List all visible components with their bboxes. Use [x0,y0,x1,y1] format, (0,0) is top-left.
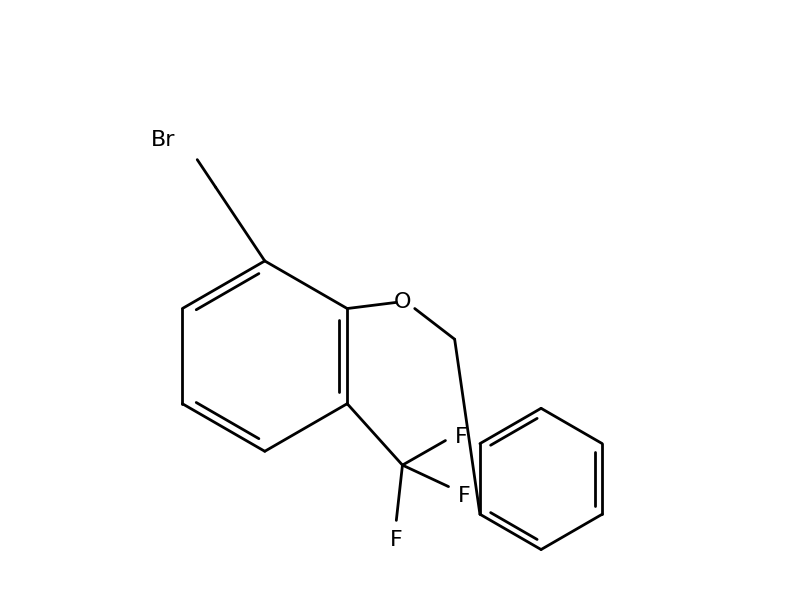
Text: F: F [454,427,467,448]
Text: O: O [393,292,410,313]
Text: F: F [457,486,470,506]
Text: F: F [389,529,402,550]
Text: Br: Br [151,130,175,150]
